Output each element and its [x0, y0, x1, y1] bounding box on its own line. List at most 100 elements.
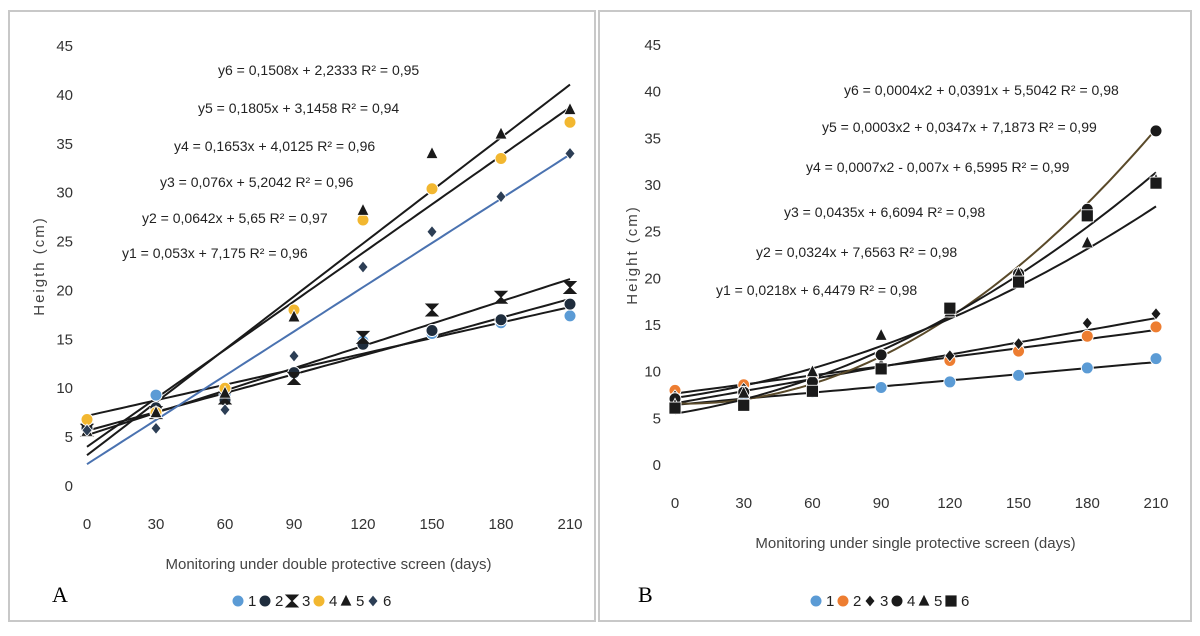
- trendline-series-3: [674, 317, 1157, 405]
- trendline-equation: y6 = 0,1508x + 2,2333 R² = 0,95: [218, 62, 419, 78]
- data-point-series-6: [874, 362, 888, 376]
- legend-label-series-5: 5: [934, 593, 942, 610]
- data-point-series-3: [1150, 307, 1162, 321]
- data-point-series-3: [944, 349, 956, 363]
- data-point-series-1: [874, 381, 888, 395]
- data-point-series-1: [1149, 352, 1163, 366]
- trendline-equation: y3 = 0,076x + 5,2042 R² = 0,96: [160, 174, 354, 190]
- legend-label-series-2: 2: [853, 593, 861, 610]
- legend-label-series-1: 1: [826, 593, 834, 610]
- data-point-series-6: [426, 225, 438, 239]
- legend-marker-series-4: [890, 594, 904, 608]
- data-point-series-6: [564, 146, 576, 161]
- x-tick-label: 150: [1006, 495, 1031, 512]
- y-tick-label: 35: [644, 130, 661, 147]
- y-tick-label: 5: [65, 429, 73, 446]
- legend-marker-series-6: [944, 594, 958, 608]
- y-tick-label: 45: [644, 37, 661, 54]
- trendline-series-1: [86, 306, 571, 417]
- y-tick-label: 45: [56, 38, 73, 55]
- legend-label-series-4: 4: [907, 593, 915, 610]
- x-tick-label: 60: [804, 495, 821, 512]
- legend-marker-series-2: [258, 594, 272, 608]
- data-point-series-2: [494, 313, 508, 327]
- x-tick-label: 30: [735, 495, 752, 512]
- x-tick-label: 210: [557, 516, 582, 533]
- legend-marker-series-2: [836, 594, 850, 608]
- data-point-series-6: [495, 189, 507, 204]
- data-point-series-1: [563, 309, 577, 323]
- legend-label-series-6: 6: [961, 593, 969, 610]
- chart-panel-b: 0 5 10 15 20 25 30 35 40 45 0 30 60 90 120 150 180 210 Hei…: [598, 10, 1192, 622]
- data-point-series-3: [562, 281, 578, 295]
- y-tick-label: 15: [56, 331, 73, 348]
- x-tick-label: 180: [488, 516, 513, 533]
- data-point-series-5: [563, 101, 577, 115]
- data-point-series-5: [805, 363, 820, 378]
- legend-label-series-4: 4: [329, 593, 337, 610]
- data-point-series-1: [1012, 368, 1026, 382]
- trendline-equation: y1 = 0,053x + 7,175 R² = 0,96: [122, 245, 308, 261]
- y-tick-label: 25: [644, 224, 661, 241]
- data-point-series-6: [288, 349, 300, 363]
- data-point-series-6: [668, 401, 682, 415]
- x-tick-label: 90: [286, 516, 303, 533]
- trendline-equation: y4 = 0,1653x + 4,0125 R² = 0,96: [174, 138, 375, 154]
- legend-marker-series-4: [312, 594, 326, 608]
- legend-label-series-3: 3: [880, 593, 888, 610]
- y-tick-label: 35: [56, 136, 73, 153]
- trendline-equation: y4 = 0,0007x2 - 0,007x + 6,5995 R² = 0,9…: [806, 159, 1070, 175]
- trendline-series-6: [674, 171, 1157, 415]
- data-point-series-5: [737, 385, 751, 399]
- y-tick-label: 5: [653, 410, 661, 427]
- trendline-equation: y6 = 0,0004x2 + 0,0391x + 5,5042 R² = 0,…: [844, 82, 1119, 98]
- x-tick-label: 30: [148, 516, 165, 533]
- trendline-equation: y3 = 0,0435x + 6,6094 R² = 0,98: [784, 204, 985, 220]
- legend-marker-series-5: [339, 593, 353, 607]
- data-point-series-5: [1080, 234, 1094, 249]
- y-tick-label: 10: [56, 380, 73, 397]
- legend-marker-series-1: [231, 594, 245, 608]
- data-point-series-4: [1149, 124, 1163, 138]
- data-point-series-6: [219, 403, 231, 417]
- legend-label-series-2: 2: [275, 593, 283, 610]
- data-point-series-5: [356, 202, 370, 216]
- data-point-series-5: [874, 327, 888, 341]
- chart-panel-a: 0 5 10 15 20 25 30 35 40 45 0 30 60 90 120 150 180 210 Hei…: [8, 10, 596, 622]
- panel-label: A: [52, 582, 68, 607]
- trendline-series-3: [86, 278, 571, 437]
- data-point-series-5: [494, 126, 508, 140]
- trendline-series-6: [86, 153, 571, 466]
- panel-label: B: [638, 582, 653, 607]
- y-tick-label: 40: [56, 87, 73, 104]
- data-point-series-5: [287, 308, 301, 323]
- legend-label-series-5: 5: [356, 593, 364, 610]
- y-tick-label: 20: [644, 270, 661, 287]
- legend-marker-series-3: [864, 594, 876, 608]
- data-point-series-2: [1080, 329, 1094, 343]
- data-point-series-6: [806, 384, 819, 398]
- x-tick-label: 120: [937, 495, 962, 512]
- legend-marker-series-1: [809, 594, 823, 608]
- data-point-series-3: [1013, 337, 1025, 351]
- y-tick-label: 25: [56, 234, 73, 251]
- data-point-series-2: [563, 297, 577, 311]
- trendline-series-5: [86, 83, 571, 456]
- y-tick-label: 30: [56, 185, 73, 202]
- data-point-series-4: [425, 182, 439, 196]
- x-axis-label: Monitoring under single protective scree…: [755, 535, 1075, 552]
- legend-marker-series-5: [917, 593, 931, 607]
- data-point-series-1: [943, 375, 957, 389]
- trendline-series-4: [86, 106, 571, 448]
- legend-marker-series-3: [284, 594, 300, 608]
- data-point-series-3: [286, 371, 302, 385]
- y-axis-label: Height (cm): [624, 205, 641, 305]
- data-point-series-6: [943, 301, 957, 315]
- x-tick-label: 120: [350, 516, 375, 533]
- data-point-series-1: [1080, 361, 1094, 375]
- trendline-equation: y5 = 0,1805x + 3,1458 R² = 0,94: [198, 100, 399, 116]
- y-tick-label: 15: [644, 317, 661, 334]
- y-tick-label: 40: [644, 84, 661, 101]
- legend-marker-series-6: [367, 594, 379, 608]
